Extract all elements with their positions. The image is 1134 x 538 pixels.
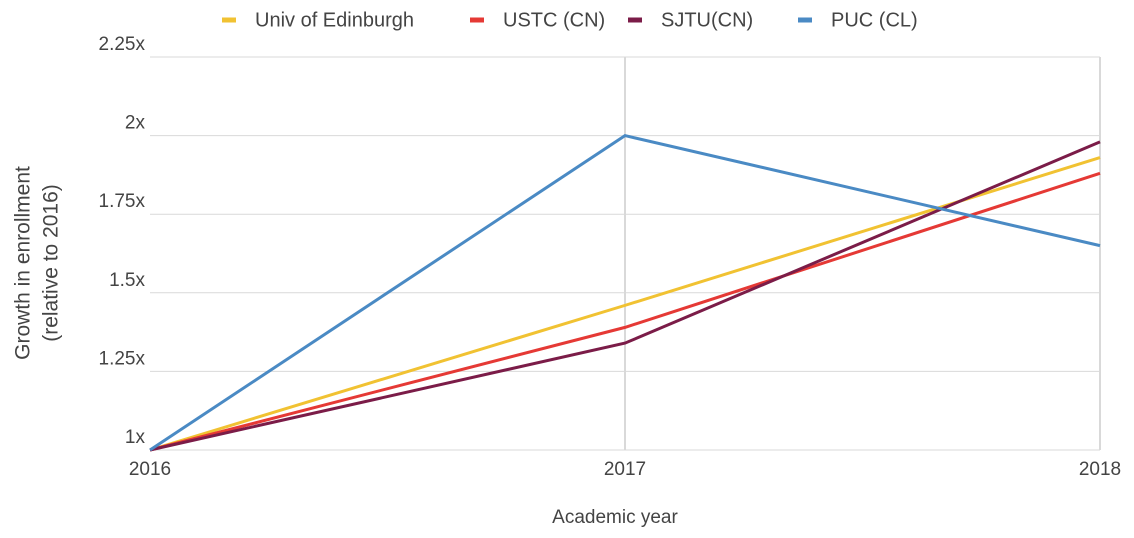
y-tick-label: 1x <box>125 427 146 448</box>
legend-label: Univ of Edinburgh <box>255 9 414 31</box>
y-axis-title: Growth in enrollment <box>12 166 35 360</box>
series-line <box>149 156 1101 452</box>
y-tick-label: 2.25x <box>99 34 146 55</box>
y-axis-title: (relative to 2016) <box>40 184 63 342</box>
y-tick-label: 1.5x <box>109 270 145 291</box>
legend-label: USTC (CN) <box>503 9 605 31</box>
y-tick-label: 1.25x <box>99 348 146 369</box>
y-tick-label: 1.75x <box>99 191 146 212</box>
legend-label: SJTU(CN) <box>661 9 753 31</box>
y-tick-label: 2x <box>125 113 146 134</box>
series-line <box>149 171 1101 452</box>
x-tick-label: 2018 <box>1079 459 1121 480</box>
x-tick-label: 2017 <box>604 459 646 480</box>
series-line <box>149 133 1101 452</box>
x-tick-label: 2016 <box>129 459 171 480</box>
x-axis-title: Academic year <box>552 507 678 528</box>
legend-label: PUC (CL) <box>831 9 918 31</box>
